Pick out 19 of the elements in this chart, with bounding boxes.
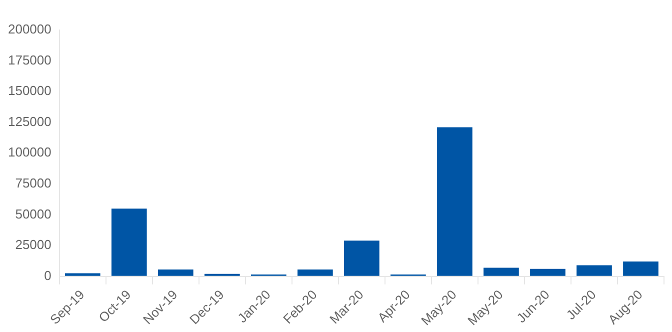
y-tick-label: 200000 [8, 22, 52, 37]
bar [158, 270, 194, 276]
bar [437, 127, 472, 276]
y-tick-label: 150000 [8, 83, 52, 98]
y-tick-label: 125000 [8, 114, 52, 129]
y-tick-label: 75000 [15, 176, 52, 191]
y-tick-label: 25000 [15, 237, 52, 252]
bar [576, 265, 612, 276]
bar [111, 208, 147, 276]
bar [484, 268, 519, 276]
bar [623, 262, 658, 276]
bar [298, 270, 333, 276]
y-tick-label: 100000 [8, 144, 52, 160]
y-tick-label: 175000 [8, 52, 52, 68]
y-tick-label: 50000 [15, 206, 52, 222]
bar [344, 240, 380, 276]
bar [530, 268, 566, 276]
bar [64, 273, 100, 276]
y-tick-label: 0 [44, 268, 52, 283]
